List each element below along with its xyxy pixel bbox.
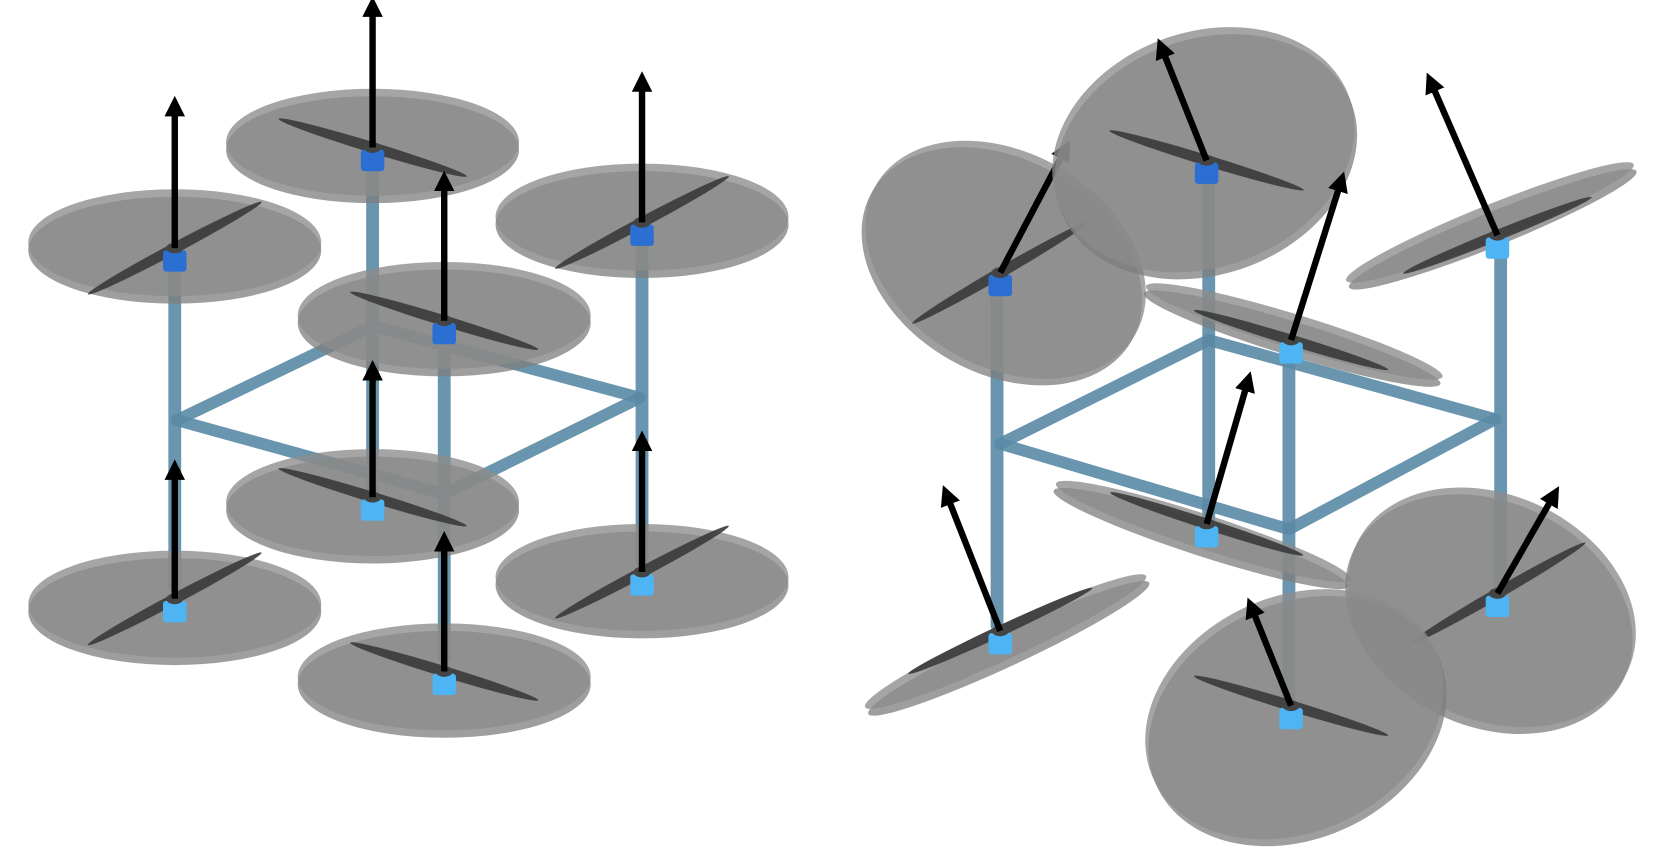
motor-collar bbox=[1485, 237, 1510, 259]
thrust-arrow bbox=[1155, 38, 1210, 162]
frame-bar bbox=[1283, 413, 1502, 536]
motor-collar bbox=[432, 673, 456, 696]
thrust-arrow bbox=[940, 485, 1004, 633]
tilted-configuration bbox=[861, 27, 1637, 847]
motor-collar bbox=[360, 499, 385, 521]
motor-collar bbox=[432, 322, 456, 345]
motor-collar bbox=[1194, 162, 1219, 184]
motor-collar bbox=[630, 224, 654, 246]
frame-bar bbox=[994, 334, 1215, 450]
motor-collar bbox=[162, 600, 187, 623]
motor-collar bbox=[360, 149, 385, 172]
motor-collar bbox=[988, 633, 1012, 655]
motor-hub bbox=[364, 142, 382, 153]
thrust-arrow bbox=[997, 140, 1070, 275]
motor-collar bbox=[1194, 526, 1219, 548]
thrust-arrow bbox=[1288, 171, 1348, 341]
coaxial-configuration bbox=[28, 0, 789, 738]
motor-collar bbox=[1485, 595, 1510, 617]
motor-hub bbox=[1198, 518, 1216, 530]
frame-bar bbox=[994, 437, 1295, 536]
thrust-arrow bbox=[1245, 597, 1295, 707]
thrust-arrow bbox=[1425, 72, 1501, 237]
motor-collar bbox=[630, 574, 654, 596]
motor-collar bbox=[1279, 342, 1303, 364]
motor-collar bbox=[988, 274, 1012, 297]
thrust-arrow bbox=[1494, 486, 1560, 596]
motor-collar bbox=[162, 250, 187, 272]
motor-collar bbox=[1279, 707, 1303, 730]
frame-bar bbox=[1202, 334, 1502, 426]
thrust-arrow bbox=[1203, 371, 1255, 525]
